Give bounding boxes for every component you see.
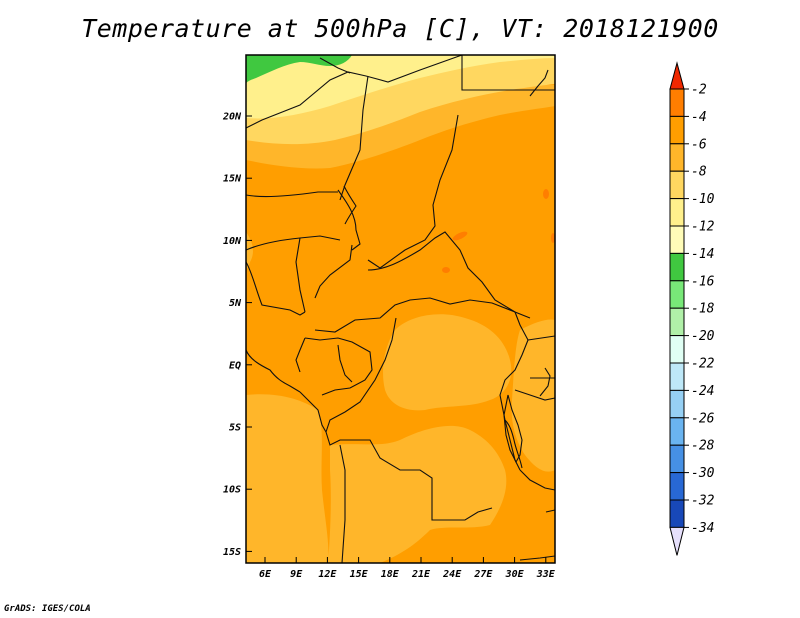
map-title: Temperature at 500hPa [C], VT: 201812190… [81, 14, 719, 43]
lon-tick-label: 15E [350, 569, 369, 580]
colorbar-label: -24 [691, 384, 714, 399]
colorbar-label: -18 [691, 302, 715, 317]
colorbar-segment [669, 170, 685, 200]
longitude-axis: 6E 9E 12E 15E 18E 21E 24E 27E 30E 33E [259, 557, 556, 580]
lat-tick-label: 10S [223, 485, 241, 496]
colorbar-segment [669, 143, 685, 172]
colorbar-label: -30 [691, 466, 715, 481]
lon-tick-label: 12E [318, 569, 337, 580]
colorbar-segment [669, 444, 685, 474]
colorbar-label: -34 [691, 521, 714, 536]
colorbar-top-arrow [669, 61, 685, 90]
grads-credit: GrADS: IGES/COLA [4, 604, 91, 614]
colorbar-segment [669, 362, 685, 391]
colorbar-segment [669, 280, 685, 309]
colorbar-segment [669, 389, 685, 419]
lon-tick-label: 6E [259, 569, 272, 580]
lon-tick-label: 9E [290, 569, 303, 580]
lat-tick-label: 15S [223, 547, 241, 558]
country-borders [245, 54, 556, 564]
colorbar-bottom-arrow [669, 526, 685, 556]
colorbar-segment [669, 198, 685, 227]
colorbar-label: -26 [691, 411, 715, 426]
colorbar-label: -2 [691, 83, 707, 98]
lon-tick-label: 24E [442, 569, 462, 580]
field-minus14-patch [246, 55, 352, 84]
field-minus12-band [246, 55, 555, 119]
lon-tick-label: 27E [473, 569, 493, 580]
lat-tick-label: 5N [229, 298, 242, 309]
colorbar-segment [669, 499, 685, 528]
lon-tick-label: 21E [411, 569, 431, 580]
colorbar-label: -10 [691, 192, 715, 207]
colorbar-label: -20 [691, 329, 715, 344]
field-minus8-congo [383, 314, 512, 411]
colorbar-segment [669, 252, 685, 282]
lon-tick-label: 30E [505, 569, 525, 580]
field-minus8-southwest [246, 394, 329, 563]
colorbar-label: -14 [691, 247, 714, 262]
map-frame [245, 54, 556, 564]
colorbar-label: -6 [691, 137, 707, 152]
lon-tick-label: 33E [536, 569, 556, 580]
map-panel [245, 54, 556, 564]
field-minus8-west-patch [246, 232, 253, 272]
colorbar-segment [669, 472, 685, 501]
lat-tick-label: 15N [223, 174, 242, 185]
lat-tick-label: 5S [229, 423, 241, 434]
colorbar-label: -4 [691, 110, 707, 125]
colorbar: -2 -4 -6 -8 -10 -12 -14 -16 -18 -20 -22 -24 -26 -28 -3… [669, 61, 715, 556]
colorbar-segment [669, 335, 685, 364]
colorbar-label: -28 [691, 439, 715, 454]
colorbar-label: -32 [691, 494, 715, 509]
colorbar-segment [669, 88, 685, 117]
colorbar-segment [669, 115, 685, 145]
field-minus8-south-central [328, 425, 507, 563]
lon-tick-label: 18E [381, 569, 400, 580]
colorbar-label: -22 [691, 357, 715, 372]
lat-tick-label: EQ [229, 360, 241, 371]
colorbar-label: -12 [691, 220, 715, 235]
colorbar-label: -16 [691, 274, 715, 289]
latitude-axis: 20N 15N 10N 5N EQ 5S 10S 15S [222, 112, 252, 558]
colorbar-label: -8 [691, 165, 707, 180]
field-minus4-spots [442, 189, 555, 273]
colorbar-segment [669, 307, 685, 337]
colorbar-segment [669, 225, 685, 254]
colorbar-segment [669, 417, 685, 446]
lat-tick-label: 20N [222, 112, 242, 123]
lat-tick-label: 10N [223, 236, 242, 247]
